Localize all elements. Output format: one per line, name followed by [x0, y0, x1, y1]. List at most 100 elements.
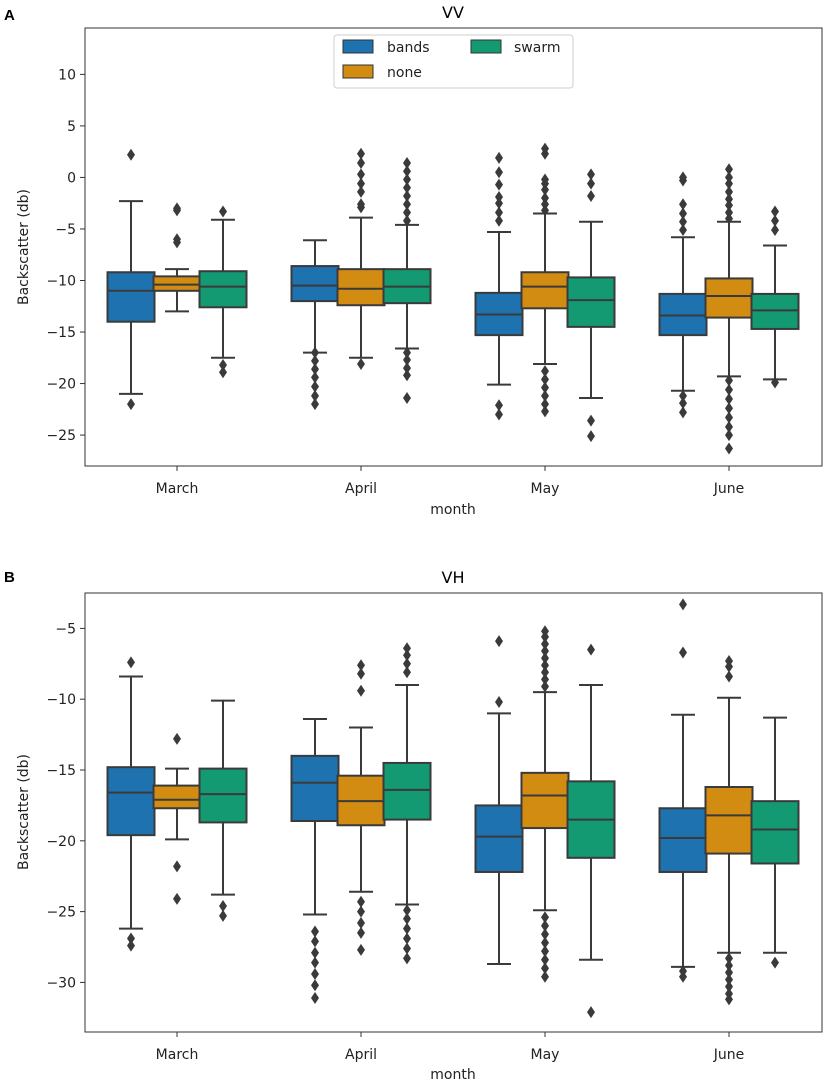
- panel-label-b: B: [4, 569, 15, 586]
- outlier-point: [541, 673, 549, 686]
- outlier-point: [541, 147, 549, 160]
- outlier-point: [725, 660, 733, 673]
- outlier-point: [725, 420, 733, 433]
- outlier-point: [219, 359, 227, 372]
- outlier-point: [679, 598, 687, 611]
- outlier-point: [541, 389, 549, 402]
- outlier-point: [357, 157, 365, 170]
- outlier-point: [679, 970, 687, 983]
- outlier-point: [357, 916, 365, 929]
- box-swarm-april: [382, 157, 432, 404]
- outlier-point: [679, 207, 687, 220]
- y-tick-label: −20: [46, 834, 76, 850]
- outlier-point: [403, 181, 411, 194]
- y-tick-label: −15: [46, 763, 76, 779]
- x-tick-label: June: [713, 481, 745, 497]
- iqr-box: [750, 800, 800, 865]
- outlier-point: [725, 966, 733, 979]
- iqr-box: [106, 271, 156, 323]
- outlier-point: [725, 959, 733, 972]
- plot-area-vv: [84, 27, 823, 467]
- x-tick-label: March: [156, 1047, 199, 1063]
- iqr-box: [152, 275, 202, 292]
- outlier-point: [725, 199, 733, 212]
- outlier-point: [403, 362, 411, 375]
- outlier-point: [357, 185, 365, 198]
- outlier-point: [495, 166, 503, 179]
- outlier-point: [541, 630, 549, 643]
- legend-label-none: none: [387, 65, 422, 81]
- box-none-april: [336, 659, 386, 956]
- outlier-point: [173, 732, 181, 745]
- outlier-point: [541, 373, 549, 386]
- panel-label-a: A: [4, 7, 15, 24]
- outlier-point: [357, 895, 365, 908]
- outlier-point: [403, 391, 411, 404]
- outlier-point: [541, 637, 549, 650]
- box-none-june: [704, 163, 754, 455]
- iqr-box: [382, 761, 432, 821]
- outlier-point: [679, 397, 687, 410]
- outlier-point: [541, 945, 549, 958]
- outlier-point: [403, 198, 411, 211]
- outlier-point: [403, 904, 411, 917]
- outlier-point: [541, 405, 549, 418]
- outlier-point: [127, 939, 135, 952]
- iqr-box: [704, 786, 754, 855]
- box-swarm-june: [750, 716, 800, 969]
- outlier-point: [173, 236, 181, 249]
- outlier-point: [495, 696, 503, 709]
- outlier-point: [679, 389, 687, 402]
- outlier-point: [771, 376, 779, 389]
- outlier-point: [725, 206, 733, 219]
- y-tick-label: −25: [46, 905, 76, 921]
- outlier-point: [587, 177, 595, 190]
- iqr-box: [566, 276, 616, 328]
- outlier-point: [725, 411, 733, 424]
- iqr-box: [290, 265, 340, 303]
- outlier-point: [127, 398, 135, 411]
- outlier-point: [403, 666, 411, 679]
- x-axis-label-vv: month: [430, 502, 475, 518]
- x-tick-label: April: [345, 481, 377, 497]
- outlier-point: [311, 363, 319, 376]
- outlier-point: [725, 212, 733, 225]
- iqr-box: [704, 277, 754, 319]
- outlier-point: [403, 214, 411, 227]
- outlier-point: [127, 656, 135, 669]
- box-none-april: [336, 147, 386, 370]
- outlier-point: [219, 366, 227, 379]
- outlier-point: [127, 148, 135, 161]
- box-bands-may: [474, 635, 524, 966]
- outlier-point: [311, 956, 319, 969]
- legend-swatch-bands: [342, 39, 374, 54]
- x-axis-vh: March April May June: [156, 1032, 745, 1063]
- chart-title-vh: VH: [442, 568, 465, 587]
- outlier-point: [403, 206, 411, 219]
- outlier-point: [771, 214, 779, 227]
- iqr-box: [336, 268, 386, 307]
- y-tick-label: −15: [46, 325, 76, 341]
- x-tick-label: April: [345, 1047, 377, 1063]
- outlier-point: [403, 657, 411, 670]
- outlier-point: [679, 198, 687, 211]
- outlier-point: [311, 979, 319, 992]
- iqr-box: [290, 754, 340, 822]
- outlier-point: [403, 649, 411, 662]
- x-tick-label: June: [713, 1047, 745, 1063]
- outlier-point: [311, 398, 319, 411]
- outlier-point: [403, 173, 411, 186]
- box-none-may: [520, 625, 570, 983]
- outlier-point: [311, 380, 319, 393]
- outlier-point: [311, 371, 319, 384]
- y-axis-label-vv: Backscatter (db): [16, 189, 32, 305]
- box-swarm-march: [198, 699, 248, 922]
- outlier-point: [725, 163, 733, 176]
- outlier-point: [587, 189, 595, 202]
- outlier-point: [725, 442, 733, 455]
- box-bands-april: [290, 239, 340, 411]
- outlier-point: [403, 353, 411, 366]
- outlier-point: [771, 205, 779, 218]
- outlier-point: [679, 215, 687, 228]
